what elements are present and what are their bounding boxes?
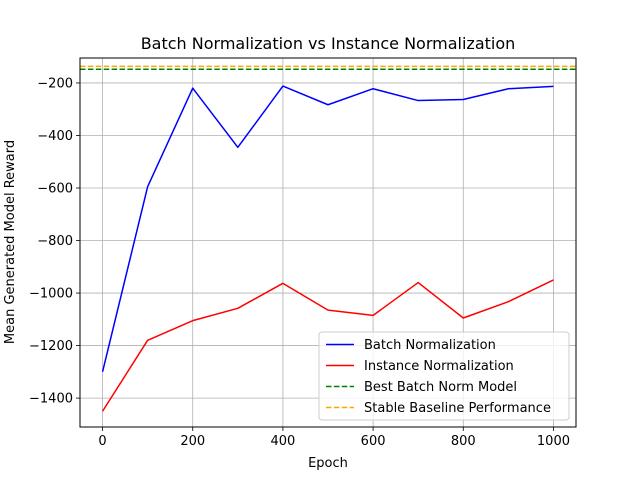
y-tick-label: −800 xyxy=(37,234,73,249)
y-tick-label: −400 xyxy=(37,129,73,144)
series-line-2 xyxy=(101,279,554,412)
legend-label: Best Batch Norm Model xyxy=(364,380,517,395)
legend-label: Batch Normalization xyxy=(364,338,496,353)
chart-title: Batch Normalization vs Instance Normaliz… xyxy=(141,34,516,53)
series-layer xyxy=(80,65,576,412)
y-tick-label: −1400 xyxy=(29,392,73,407)
x-axis: 0 200 400 600 800 1000 xyxy=(98,427,570,449)
y-tick-label: −600 xyxy=(37,182,73,197)
x-axis-label: Epoch xyxy=(308,456,348,471)
x-tick-label: 600 xyxy=(361,434,386,449)
y-axis-label: Mean Generated Model Reward xyxy=(3,140,18,344)
x-tick-label: 1000 xyxy=(537,434,570,449)
x-tick-label: 200 xyxy=(180,434,205,449)
legend: Batch Normalization Instance Normalizatio… xyxy=(318,331,570,421)
series-line-1 xyxy=(101,85,554,373)
y-tick-label: −200 xyxy=(37,76,73,91)
y-tick-label: −1000 xyxy=(29,287,73,302)
y-axis: −1400 −1200 −1000 −800 −600 −400 −200 xyxy=(29,76,80,407)
legend-label: Stable Baseline Performance xyxy=(364,401,551,416)
plot-frame xyxy=(79,57,577,428)
x-tick-label: 800 xyxy=(451,434,476,449)
y-tick-label: −1200 xyxy=(29,339,73,354)
x-tick-label: 0 xyxy=(98,434,106,449)
legend-label: Instance Normalization xyxy=(364,359,514,374)
x-tick-label: 400 xyxy=(270,434,295,449)
legend-box xyxy=(318,331,570,421)
plot-area xyxy=(79,57,577,428)
grid xyxy=(80,58,576,427)
